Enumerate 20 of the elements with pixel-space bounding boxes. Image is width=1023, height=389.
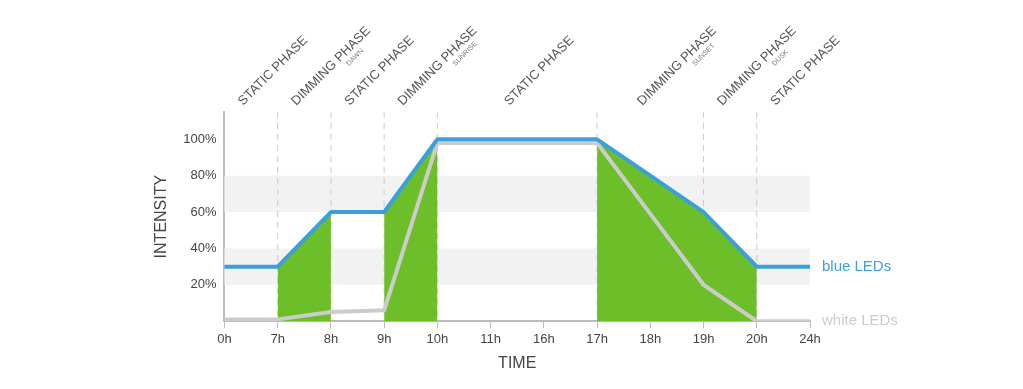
x-tick-label: 17h bbox=[586, 330, 608, 346]
x-tick-label: 0h bbox=[217, 330, 232, 346]
y-axis-title: INTENSITY bbox=[152, 174, 170, 259]
x-tick-label: 24h bbox=[799, 330, 821, 346]
y-tick-label: 20% bbox=[190, 276, 217, 292]
x-tick-label: 19h bbox=[692, 330, 715, 346]
x-tick-label: 18h bbox=[639, 330, 662, 346]
x-tick-label: 16h bbox=[532, 330, 555, 346]
y-tick-label: 80% bbox=[190, 167, 217, 183]
x-tick-label: 8h bbox=[323, 330, 339, 346]
y-tick-label: 60% bbox=[190, 203, 217, 219]
x-tick-label: 9h bbox=[376, 330, 392, 346]
x-tick-label: 20h bbox=[745, 330, 768, 346]
x-axis-title: TIME bbox=[498, 353, 537, 371]
y-tick-label: 100% bbox=[183, 130, 217, 146]
x-tick-label: 10h bbox=[426, 330, 449, 346]
y-tick-label: 40% bbox=[190, 240, 217, 256]
x-tick-label: 7h bbox=[270, 330, 285, 346]
series-label: blue LEDs bbox=[822, 256, 892, 274]
x-tick-label: 11h bbox=[480, 330, 501, 346]
